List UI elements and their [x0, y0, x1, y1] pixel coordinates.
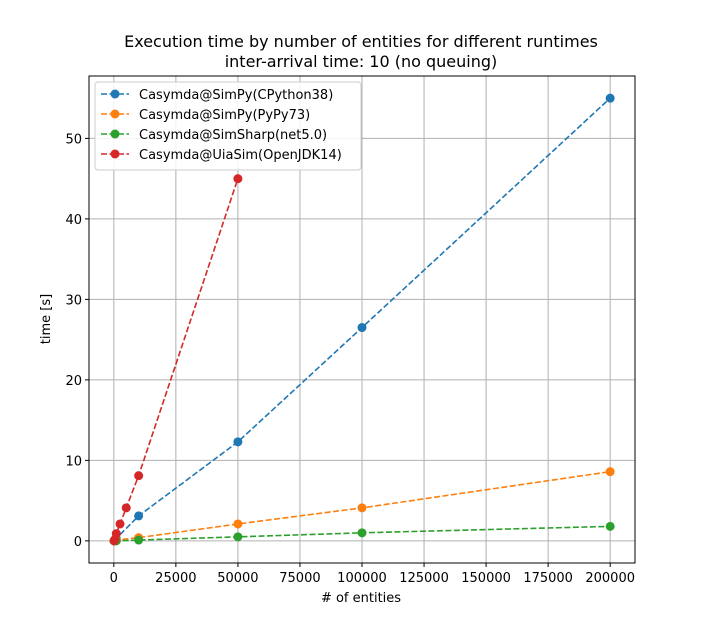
x-tick-label: 50000 — [217, 571, 258, 586]
y-tick-label: 0 — [74, 535, 82, 550]
data-point — [605, 521, 615, 531]
data-point — [605, 93, 615, 103]
data-point — [111, 529, 121, 539]
legend-label: Casymda@SimPy(CPython38) — [139, 88, 333, 103]
legend-label: Casymda@SimPy(PyPy73) — [139, 108, 310, 123]
data-point — [233, 174, 243, 184]
data-point — [357, 503, 367, 513]
data-point — [134, 535, 144, 545]
legend-box — [94, 81, 362, 171]
x-tick-label: 25000 — [155, 571, 196, 586]
data-point — [121, 503, 131, 513]
y-tick-label: 20 — [65, 374, 82, 389]
y-tick-label: 30 — [65, 293, 82, 308]
legend-marker — [110, 149, 120, 159]
x-axis: 0 25000 50000 75000 100000 125000 150000 175000… — [110, 563, 635, 586]
x-tick-label: 150000 — [461, 571, 511, 586]
legend-label: Casymda@UiaSim(OpenJDK14) — [139, 148, 342, 163]
series-layer — [109, 93, 615, 546]
data-point — [233, 519, 243, 529]
data-point — [357, 323, 367, 333]
data-point — [115, 519, 125, 529]
chart-title: Execution time by number of entities for… — [124, 32, 598, 51]
y-tick-label: 50 — [65, 132, 82, 147]
grid-lines — [89, 76, 635, 563]
y-axis-label: time [s] — [39, 294, 54, 344]
data-point — [233, 532, 243, 542]
legend-marker — [110, 89, 120, 99]
x-axis-label: # of entities — [321, 591, 401, 606]
x-tick-label: 100000 — [337, 571, 387, 586]
legend-item: Casymda@SimPy(CPython38) — [101, 88, 333, 103]
x-tick-label: 200000 — [585, 571, 635, 586]
legend-marker — [110, 129, 120, 139]
y-axis: 0 10 20 30 40 50 — [65, 132, 89, 550]
data-point — [134, 511, 144, 521]
x-tick-label: 0 — [110, 571, 118, 586]
y-tick-label: 40 — [65, 213, 82, 228]
data-point — [357, 528, 367, 538]
data-point — [233, 437, 243, 447]
legend: Casymda@SimPy(CPython38) Casymda@SimPy(Py… — [94, 81, 362, 171]
x-tick-label: 75000 — [279, 571, 320, 586]
data-point — [605, 467, 615, 477]
legend-item: Casymda@UiaSim(OpenJDK14) — [101, 148, 342, 163]
legend-item: Casymda@SimSharp(net5.0) — [101, 128, 327, 143]
legend-label: Casymda@SimSharp(net5.0) — [139, 128, 327, 143]
data-point — [134, 471, 144, 481]
legend-marker — [110, 109, 120, 119]
x-tick-label: 125000 — [399, 571, 449, 586]
y-tick-label: 10 — [65, 454, 82, 469]
x-tick-label: 175000 — [523, 571, 573, 586]
chart-subtitle: inter-arrival time: 10 (no queuing) — [225, 52, 498, 71]
legend-item: Casymda@SimPy(PyPy73) — [101, 108, 310, 123]
series-3 — [109, 174, 243, 546]
